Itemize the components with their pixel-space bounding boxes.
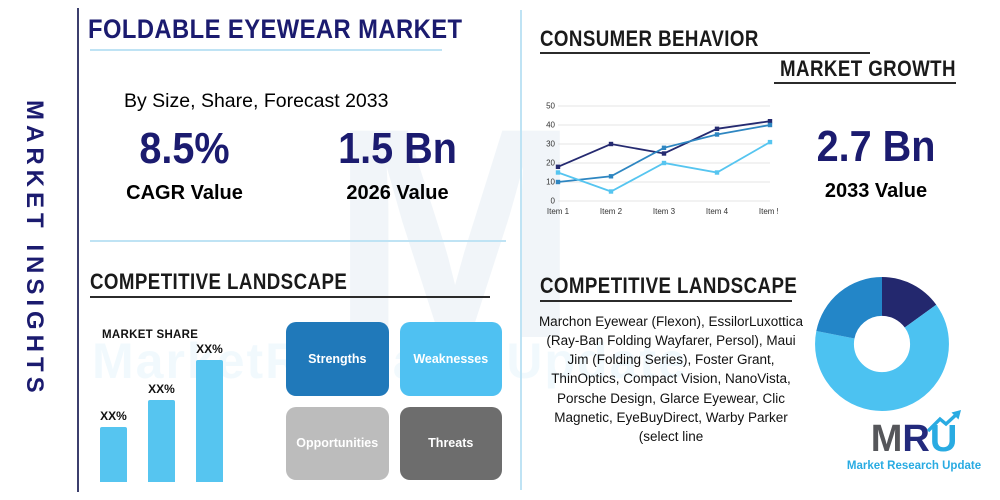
- bar-value-label: XX%: [100, 409, 127, 423]
- cagr-value: 8.5%: [139, 124, 230, 173]
- mru-letter-r: R: [902, 418, 930, 460]
- swot-threats: Threats: [399, 406, 502, 480]
- svg-text:Item 5: Item 5: [759, 207, 778, 216]
- competitive-landscape-left-underline: [90, 296, 490, 298]
- bar-value-label: XX%: [196, 342, 223, 356]
- sidebar-divider-line: [77, 8, 79, 492]
- svg-text:20: 20: [546, 159, 555, 168]
- section-competitive-landscape-right: COMPETITIVE LANDSCAPE: [540, 273, 798, 298]
- svg-text:0: 0: [551, 197, 556, 206]
- title-underline: [90, 49, 442, 51]
- mru-letter-m: M: [870, 418, 903, 460]
- companies-list: Marchon Eyewear (Flexon), EssilorLuxotti…: [538, 314, 804, 444]
- svg-text:Item 3: Item 3: [653, 207, 676, 216]
- mru-logo: MRU Market Research Update: [836, 410, 992, 472]
- horizontal-divider: [90, 240, 506, 242]
- stat-2026-value: 1.5 Bn 2026 Value: [315, 124, 480, 205]
- base-year-label: 2026 Value: [346, 182, 449, 204]
- section-market-growth: MARKET GROWTH: [780, 56, 956, 81]
- section-consumer-behavior: CONSUMER BEHAVIOR: [540, 26, 759, 51]
- forecast-year-value: 2.7 Bn: [816, 122, 936, 171]
- page-title: FOLDABLE EYEWEAR MARKET: [88, 14, 463, 44]
- svg-text:30: 30: [546, 140, 555, 149]
- competitive-donut-chart: [810, 272, 954, 416]
- cagr-label: CAGR Value: [126, 182, 243, 204]
- svg-text:Item 2: Item 2: [600, 207, 623, 216]
- mru-logo-text: MRU: [870, 410, 962, 460]
- swot-strengths: Strengths: [286, 322, 389, 396]
- consumer-behavior-chart: 0 10 20 30 40 50 Item 1 Item 2 Item 3 Item 4 Item …: [538, 98, 782, 218]
- market-share-bar: XX%: [148, 382, 175, 482]
- market-share-chart: XX% XX% XX%: [100, 336, 270, 482]
- swot-weaknesses: Weaknesses: [399, 322, 502, 396]
- mru-tagline: Market Research Update: [846, 460, 982, 472]
- stat-2033-value: 2.7 Bn 2033 Value: [782, 122, 970, 203]
- swot-grid: Strengths Weaknesses Opportunities Threa…: [286, 322, 502, 480]
- subtitle: By Size, Share, Forecast 2033: [124, 90, 389, 112]
- sidebar-label: MARKET INSIGHTS: [21, 100, 48, 398]
- growth-arrow-icon: [927, 410, 962, 433]
- svg-text:Item 4: Item 4: [706, 207, 729, 216]
- market-share-label: MARKET SHARE: [102, 329, 199, 341]
- watermark-text: MarketResearchUpdate: [92, 333, 688, 389]
- base-year-value: 1.5 Bn: [338, 124, 457, 173]
- forecast-year-label: 2033 Value: [824, 180, 928, 202]
- market-share-bar: XX%: [100, 409, 127, 482]
- svg-text:10: 10: [546, 178, 555, 187]
- bar-value-label: XX%: [148, 382, 175, 396]
- svg-text:50: 50: [546, 102, 555, 111]
- svg-text:40: 40: [546, 121, 555, 130]
- competitive-landscape-right-underline: [540, 300, 792, 302]
- market-share-bar: XX%: [196, 342, 223, 482]
- market-growth-underline: [774, 82, 956, 84]
- section-competitive-landscape-left: COMPETITIVE LANDSCAPE: [90, 269, 348, 294]
- stat-cagr: 8.5% CAGR Value: [102, 124, 267, 205]
- swot-opportunities: Opportunities: [286, 406, 389, 480]
- svg-text:Item 1: Item 1: [547, 207, 570, 216]
- vertical-divider: [520, 10, 522, 490]
- consumer-behavior-underline: [540, 52, 870, 54]
